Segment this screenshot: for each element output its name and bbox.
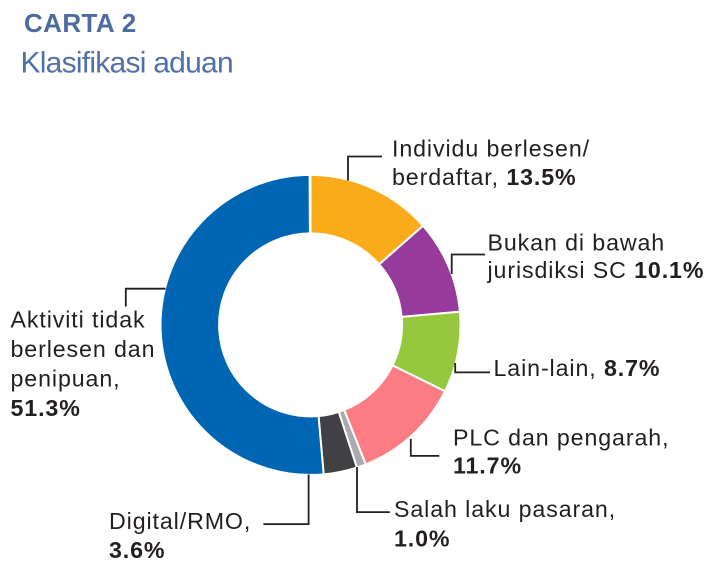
svg-text:berdaftar, 13.5%: berdaftar, 13.5% bbox=[392, 164, 577, 190]
svg-text:CARTA 2: CARTA 2 bbox=[24, 8, 137, 38]
svg-text:Bukan di bawah: Bukan di bawah bbox=[488, 230, 666, 256]
svg-text:1.0%: 1.0% bbox=[394, 525, 450, 551]
svg-text:11.7%: 11.7% bbox=[453, 453, 522, 479]
svg-text:berlesen dan: berlesen dan bbox=[11, 336, 156, 362]
svg-text:PLC dan pengarah,: PLC dan pengarah, bbox=[453, 424, 669, 450]
svg-text:Aktiviti tidak: Aktiviti tidak bbox=[11, 307, 146, 333]
svg-text:51.3%: 51.3% bbox=[11, 395, 81, 421]
svg-text:Digital/RMO,: Digital/RMO, bbox=[109, 508, 251, 534]
svg-text:penipuan,: penipuan, bbox=[11, 366, 121, 392]
svg-text:Salah laku pasaran,: Salah laku pasaran, bbox=[394, 496, 616, 522]
svg-text:Individu berlesen/: Individu berlesen/ bbox=[392, 136, 590, 162]
svg-text:Lain-lain, 8.7%: Lain-lain, 8.7% bbox=[494, 355, 661, 381]
svg-text:3.6%: 3.6% bbox=[109, 537, 165, 563]
svg-text:Klasifikasi aduan: Klasifikasi aduan bbox=[21, 47, 233, 80]
svg-text:jurisdiksi SC 10.1%: jurisdiksi SC 10.1% bbox=[487, 257, 705, 283]
